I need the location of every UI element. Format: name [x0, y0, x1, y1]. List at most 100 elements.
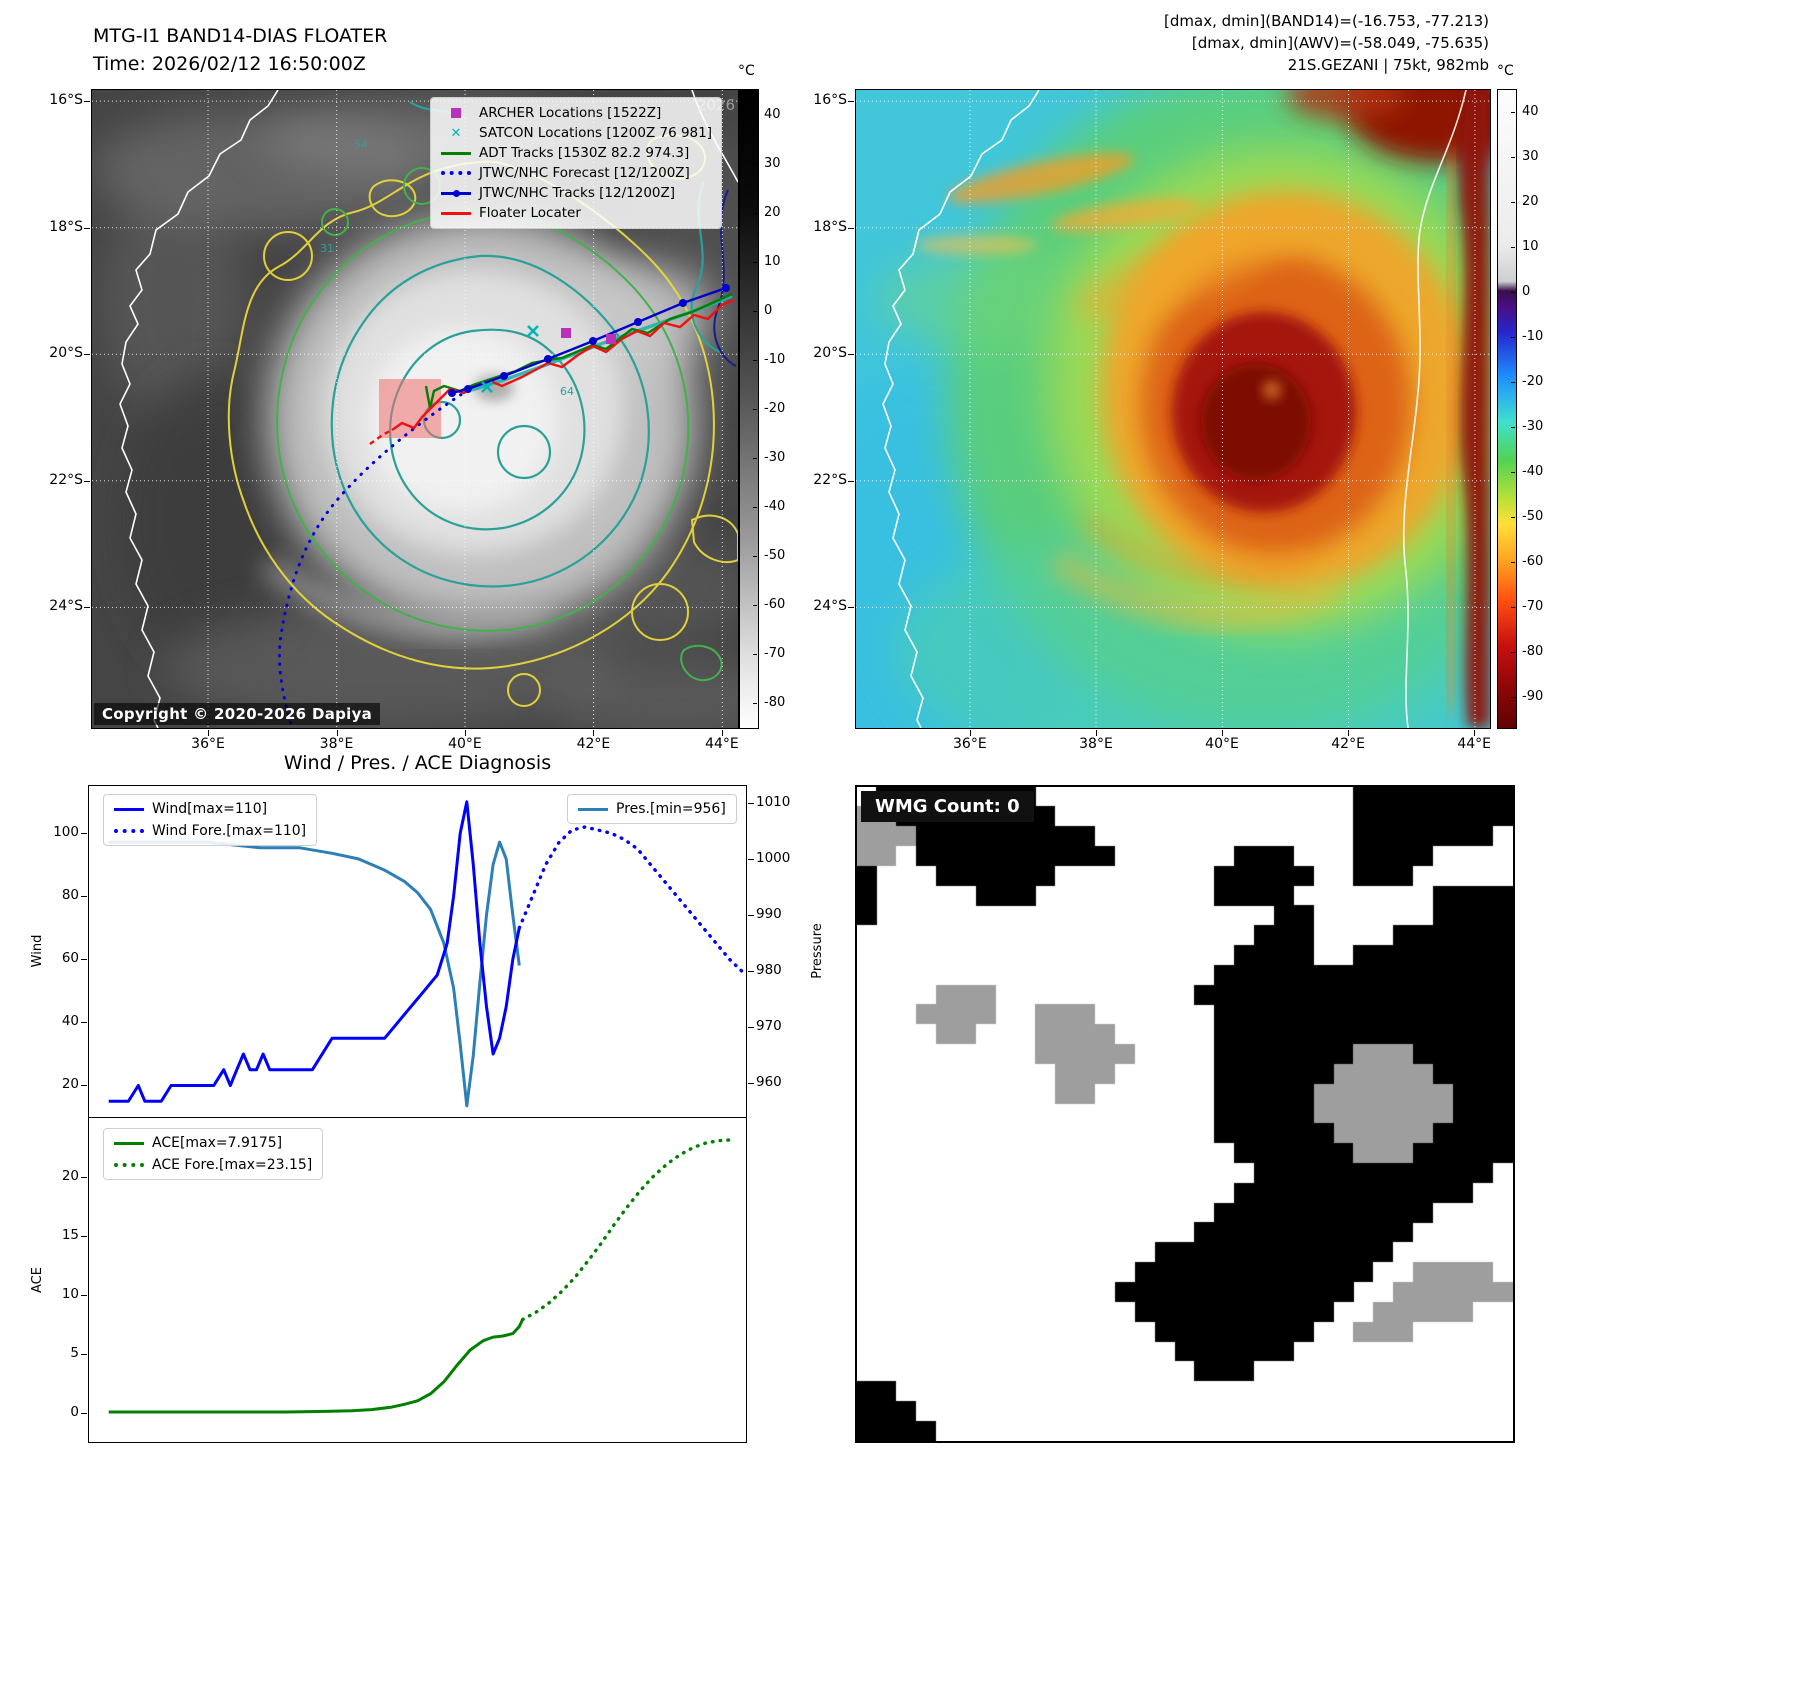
line-legend-icon [441, 147, 471, 159]
map-legend-entry: ✕ SATCON Locations [1200Z 76 981] [441, 125, 712, 141]
legend-entry: Wind Fore.[max=110] [114, 823, 306, 839]
awv-header-block: [dmax, dmin](BAND14)=(-16.753, -77.213) … [1164, 10, 1489, 76]
lon-tick-label: 36°E [191, 736, 225, 752]
legend-line-sample [114, 807, 144, 811]
lon-tick-label: 40°E [448, 736, 482, 752]
band14-title-block: MTG-I1 BAND14-DIAS FLOATER Time: 2026/02… [93, 22, 387, 78]
lon-tick-mark [593, 730, 595, 736]
colorbar-tick-label: 30 [1522, 149, 1539, 165]
dmax-dmin-awv: [dmax, dmin](AWV)=(-58.049, -75.635) [1191, 34, 1489, 52]
y-tick-mark [81, 896, 87, 898]
lon-tick-mark [1222, 730, 1223, 736]
map-legend-entry: ARCHER Locations [1522Z] [441, 105, 711, 121]
satcon-markers [481, 325, 539, 393]
archer-markers [561, 328, 616, 344]
y2-tick-mark [748, 1027, 754, 1029]
series-line [520, 1138, 735, 1322]
awv-map: 16°S 18°S 20°S 22°S 24°S 36°E 38°E 40°E 42°E 44°E [813, 89, 1491, 752]
y-tick-label: 100 [53, 824, 79, 841]
colorbar-tick-mark [1511, 471, 1515, 473]
lat-tick-mark [84, 101, 90, 103]
colorbar-tick-mark [1511, 516, 1515, 518]
diagnosis-title: Wind / Pres. / ACE Diagnosis [283, 752, 552, 774]
jtwc-forecast-track [277, 388, 470, 728]
y-tick-mark [81, 959, 87, 961]
lat-tick-mark [848, 101, 854, 103]
series-line [517, 825, 745, 974]
lon-tick-label: 44°E [705, 736, 739, 752]
legend-entry: ACE[max=7.9175] [114, 1135, 312, 1151]
colorbar-tick-label: -30 [764, 450, 786, 466]
band14-subtitle: Time: 2026/02/12 16:50:00Z [93, 53, 366, 75]
colorbar-tick-label: -20 [764, 401, 786, 416]
lon-tick-mark [969, 730, 971, 736]
y-tick-mark [81, 1235, 87, 1237]
colorbar-tick-label: -40 [1522, 463, 1544, 479]
y-tick-label: 15 [61, 1226, 79, 1243]
y-tick-label: 20 [61, 1167, 79, 1184]
pressure-axis-label: Pressure [810, 923, 825, 979]
lon-tick-label: 42°E [576, 736, 611, 752]
square-legend-icon [441, 107, 471, 119]
lat-tick-label: 20°S [813, 345, 847, 362]
y-tick-label: 0 [70, 1403, 79, 1420]
floater-track [391, 298, 735, 431]
colorbar-tick-mark [753, 703, 757, 705]
legend-label: ACE Fore.[max=23.15] [152, 1157, 313, 1173]
series-line [108, 1318, 524, 1414]
lat-tick-label: 16°S [49, 92, 83, 109]
colorbar-tick-mark [753, 114, 757, 116]
map-legend-entry: JTWC/NHC Forecast [12/1200Z] [441, 165, 711, 181]
y2-tick-mark [748, 802, 754, 804]
y2-tick-mark [748, 971, 754, 973]
band14-map: 31 54 64 2026 ARCHER Locations [1522Z]✕S… [49, 89, 739, 752]
colorbar-tick-label: 30 [764, 155, 781, 171]
y-tick-mark [81, 1022, 87, 1024]
y2-tick-label: 1000 [756, 849, 791, 866]
lon-tick-mark [336, 730, 338, 736]
colorbar-tick-label: -60 [764, 597, 786, 613]
dotted-legend-icon [441, 167, 471, 179]
lat-tick-label: 22°S [813, 471, 847, 488]
dotted-line-swatch [441, 171, 471, 175]
band14-title: MTG-I1 BAND14-DIAS FLOATER [93, 25, 388, 47]
coastline [119, 90, 279, 728]
lon-tick-mark [1095, 730, 1097, 736]
lat-tick-label: 20°S [49, 345, 83, 362]
colorbar-tick-label: -40 [764, 499, 786, 515]
colorbar-tick-label: 0 [764, 302, 773, 318]
colorbar-tick-mark [1511, 247, 1515, 249]
lat-tick-label: 24°S [49, 598, 83, 615]
y-tick-label: 80 [61, 887, 79, 904]
lon-tick-label: 38°E [319, 736, 354, 752]
colorbar-tick-label: 20 [1522, 194, 1539, 210]
lon-tick-mark [1474, 730, 1476, 736]
map-legend-label: ADT Tracks [1530Z 82.2 974.3] [479, 145, 690, 161]
y-tick-mark [81, 1412, 87, 1414]
lat-tick-mark [848, 227, 854, 229]
ace-plot [108, 1138, 735, 1414]
colorbar-tick-mark [753, 261, 757, 263]
contour-label: 54 [354, 138, 368, 151]
colorbar-tick-label: -60 [1522, 553, 1544, 569]
x-legend-icon: ✕ [450, 125, 462, 141]
colorbar-tick-mark [1511, 696, 1515, 698]
colorbar-tick-mark [1511, 202, 1515, 204]
colorbar-tick-mark [1511, 112, 1515, 114]
colorbar-tick-mark [1511, 382, 1515, 384]
lat-tick-label: 24°S [813, 598, 847, 615]
colorbar-tick-mark [1511, 426, 1515, 428]
awv-satellite-image [856, 90, 1490, 728]
legend-entry: Pres.[min=956] [578, 801, 726, 817]
y2-tick-label: 960 [756, 1074, 782, 1091]
y-tick-label: 40 [61, 1013, 79, 1030]
colorbar-tick-label: 10 [764, 253, 781, 269]
band14-colorbar-unit: °C [738, 63, 755, 79]
wind-axis-label: Wind [30, 934, 45, 968]
lat-tick-label: 16°S [813, 92, 847, 109]
y-tick-label: 20 [61, 1076, 79, 1093]
legend-label: ACE[max=7.9175] [152, 1135, 283, 1151]
awv-colorbar-unit: °C [1497, 63, 1514, 79]
lat-tick-label: 18°S [813, 218, 847, 235]
chart-legend: Wind[max=110] Wind Fore.[max=110] [103, 794, 318, 846]
